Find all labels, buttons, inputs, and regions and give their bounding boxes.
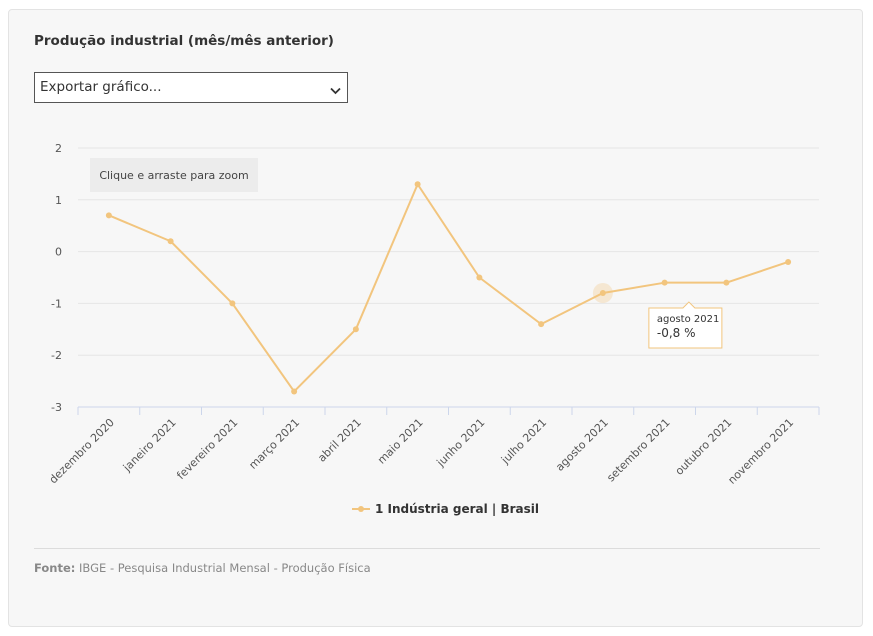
legend[interactable]: 1 Indústria geral | Brasil xyxy=(352,502,539,516)
export-dropdown-label: Exportar gráfico... xyxy=(40,79,162,95)
line-chart[interactable]: 2 1 0 -1 -2 -3 dezembro 2020 janeiro 2021fever… xyxy=(0,0,873,540)
data-point[interactable] xyxy=(352,326,359,333)
y-tick-label: -1 xyxy=(51,297,62,310)
data-point[interactable] xyxy=(291,388,298,395)
x-tick-label: fevereiro 2021 xyxy=(174,416,240,482)
data-point[interactable] xyxy=(661,279,668,286)
data-point[interactable] xyxy=(105,212,112,219)
tooltip-value: -0,8 % xyxy=(657,326,696,340)
export-chart-dropdown[interactable]: Exportar gráfico... xyxy=(34,72,348,103)
legend-label[interactable]: 1 Indústria geral | Brasil xyxy=(375,502,539,516)
series-1[interactable] xyxy=(105,181,792,395)
x-tick-label: maio 2021 xyxy=(375,416,426,467)
y-tick-label: 2 xyxy=(55,142,62,155)
y-tick-label: 1 xyxy=(55,194,62,207)
x-tick-label: janeiro 2021 xyxy=(120,416,179,475)
data-point[interactable] xyxy=(538,321,545,328)
data-point[interactable] xyxy=(229,300,236,307)
y-tick-label: -3 xyxy=(51,401,62,414)
legend-marker-icon xyxy=(358,506,364,512)
data-point[interactable] xyxy=(785,258,792,265)
zoom-hint-text: Clique e arraste para zoom xyxy=(99,169,248,182)
chevron-down-icon xyxy=(330,83,341,99)
grid-lines xyxy=(78,147,819,356)
x-tick-label: setembro 2021 xyxy=(604,416,672,484)
series-line[interactable] xyxy=(108,183,789,393)
data-point[interactable] xyxy=(723,279,730,286)
x-tick-label: agosto 2021 xyxy=(553,416,611,474)
x-tick-label: julho 2021 xyxy=(498,416,549,467)
x-tick-label: dezembro 2020 xyxy=(47,416,117,486)
x-tick-label: abril 2021 xyxy=(315,416,364,465)
chart-title: Produção industrial (mês/mês anterior) xyxy=(34,33,334,49)
zoom-hint-box: Clique e arraste para zoom xyxy=(90,158,258,192)
tooltip: agosto 2021 -0,8 % xyxy=(648,301,723,349)
zoom-hint-background xyxy=(90,158,258,192)
tooltip-category: agosto 2021 xyxy=(657,314,719,325)
x-tick-label: novembro 2021 xyxy=(725,416,796,487)
x-tick-label: março 2021 xyxy=(246,416,302,472)
tooltip-box xyxy=(648,301,723,349)
y-tick-label: -2 xyxy=(51,349,62,362)
source-label: Fonte: xyxy=(34,561,76,575)
source-footer: Fonte: IBGE - Pesquisa Industrial Mensal… xyxy=(34,561,371,575)
source-text: IBGE - Pesquisa Industrial Mensal - Prod… xyxy=(79,561,371,575)
x-tick-label: outubro 2021 xyxy=(673,416,735,478)
data-point[interactable] xyxy=(476,274,483,281)
y-tick-label: 0 xyxy=(55,246,62,259)
y-axis-labels: 2 1 0 -1 -2 -3 xyxy=(51,142,62,414)
x-axis xyxy=(77,406,820,415)
x-tick-label: junho 2021 xyxy=(434,416,488,470)
data-point[interactable] xyxy=(167,238,174,245)
data-point[interactable] xyxy=(414,181,421,188)
data-point[interactable] xyxy=(599,290,606,297)
footer-divider xyxy=(34,548,820,549)
